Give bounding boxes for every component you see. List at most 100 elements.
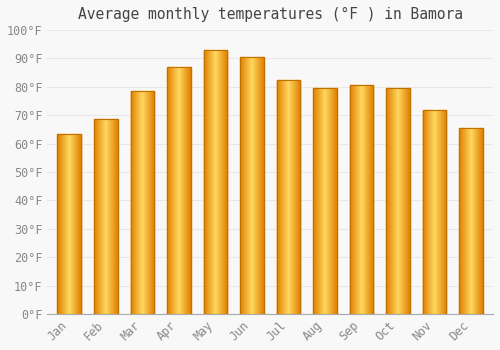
Bar xyxy=(466,128,467,314)
Bar xyxy=(62,134,63,314)
Bar xyxy=(61,134,62,314)
Bar xyxy=(401,88,402,314)
Bar xyxy=(426,110,427,314)
Bar xyxy=(316,88,318,314)
Bar xyxy=(221,50,222,314)
Bar xyxy=(204,50,228,314)
Bar xyxy=(96,119,97,314)
Bar xyxy=(137,91,138,314)
Bar xyxy=(365,85,366,314)
Bar xyxy=(104,119,106,314)
Bar xyxy=(73,134,74,314)
Bar xyxy=(256,57,258,314)
Bar xyxy=(389,88,390,314)
Bar xyxy=(208,50,209,314)
Bar xyxy=(94,119,95,314)
Bar xyxy=(204,50,205,314)
Bar xyxy=(167,67,191,314)
Bar xyxy=(351,85,352,314)
Bar xyxy=(355,85,356,314)
Bar xyxy=(261,57,262,314)
Bar xyxy=(260,57,261,314)
Bar xyxy=(431,110,432,314)
Bar xyxy=(330,88,331,314)
Bar xyxy=(354,85,355,314)
Bar xyxy=(144,91,145,314)
Bar xyxy=(329,88,330,314)
Bar xyxy=(258,57,259,314)
Bar xyxy=(173,67,174,314)
Bar xyxy=(432,110,433,314)
Bar xyxy=(479,128,480,314)
Bar xyxy=(80,134,81,314)
Bar xyxy=(169,67,170,314)
Bar xyxy=(146,91,147,314)
Bar xyxy=(362,85,364,314)
Bar xyxy=(240,57,264,314)
Bar xyxy=(326,88,327,314)
Bar xyxy=(243,57,244,314)
Bar xyxy=(328,88,329,314)
Bar xyxy=(253,57,254,314)
Bar xyxy=(313,88,314,314)
Bar xyxy=(463,128,464,314)
Bar xyxy=(322,88,324,314)
Bar xyxy=(335,88,336,314)
Bar xyxy=(436,110,437,314)
Bar xyxy=(350,85,374,314)
Bar xyxy=(175,67,176,314)
Bar xyxy=(406,88,407,314)
Bar xyxy=(439,110,440,314)
Bar xyxy=(95,119,96,314)
Bar xyxy=(143,91,144,314)
Bar xyxy=(110,119,111,314)
Bar xyxy=(112,119,113,314)
Bar xyxy=(168,67,169,314)
Bar xyxy=(364,85,365,314)
Bar xyxy=(78,134,79,314)
Bar xyxy=(314,88,315,314)
Bar xyxy=(444,110,446,314)
Bar xyxy=(171,67,172,314)
Bar xyxy=(357,85,358,314)
Bar xyxy=(299,80,300,314)
Bar xyxy=(428,110,430,314)
Bar xyxy=(283,80,284,314)
Bar xyxy=(102,119,103,314)
Bar xyxy=(182,67,183,314)
Bar xyxy=(468,128,469,314)
Bar xyxy=(212,50,213,314)
Bar xyxy=(404,88,405,314)
Bar xyxy=(371,85,372,314)
Bar xyxy=(325,88,326,314)
Bar xyxy=(111,119,112,314)
Bar xyxy=(76,134,77,314)
Bar xyxy=(386,88,387,314)
Bar xyxy=(225,50,226,314)
Bar xyxy=(215,50,216,314)
Bar xyxy=(213,50,214,314)
Bar xyxy=(361,85,362,314)
Bar xyxy=(71,134,72,314)
Bar xyxy=(248,57,249,314)
Bar xyxy=(400,88,401,314)
Bar xyxy=(79,134,80,314)
Bar xyxy=(435,110,436,314)
Bar xyxy=(407,88,408,314)
Bar xyxy=(481,128,482,314)
Bar xyxy=(465,128,466,314)
Bar xyxy=(467,128,468,314)
Bar xyxy=(480,128,481,314)
Bar xyxy=(427,110,428,314)
Bar xyxy=(177,67,178,314)
Bar xyxy=(67,134,68,314)
Bar xyxy=(296,80,297,314)
Bar xyxy=(477,128,478,314)
Bar xyxy=(462,128,463,314)
Bar xyxy=(331,88,332,314)
Bar xyxy=(77,134,78,314)
Bar xyxy=(103,119,104,314)
Bar xyxy=(356,85,357,314)
Bar xyxy=(259,57,260,314)
Bar xyxy=(422,110,424,314)
